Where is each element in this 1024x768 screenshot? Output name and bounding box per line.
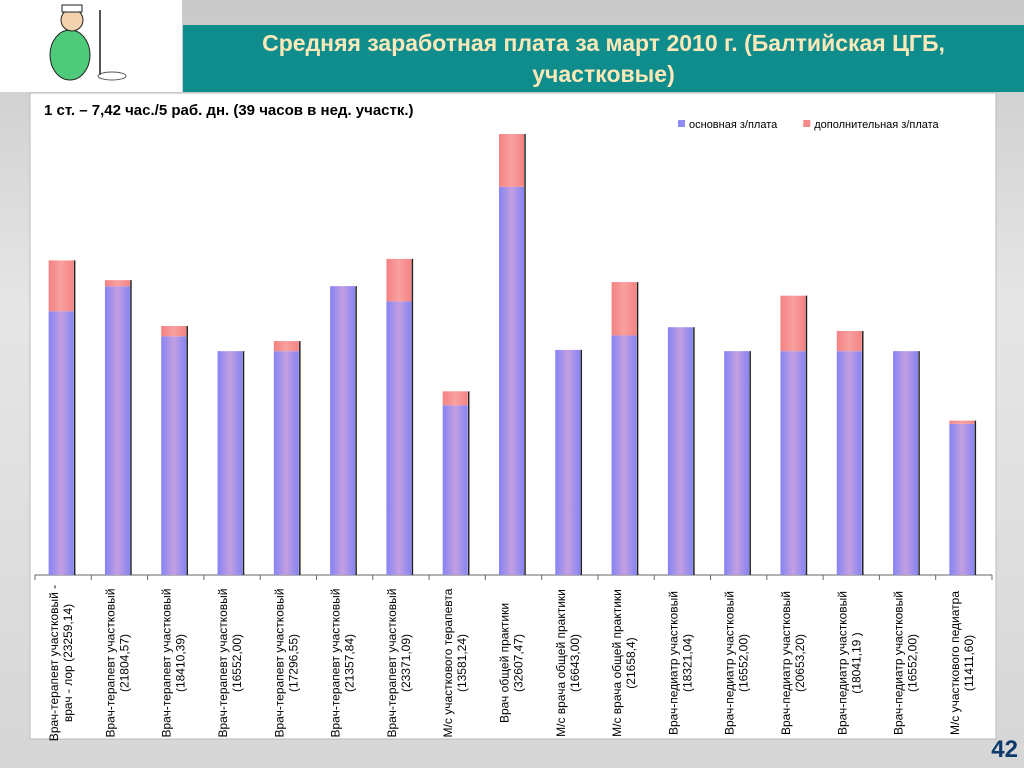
bar-segment: [330, 286, 356, 575]
bar-segment: [611, 282, 637, 336]
x-label-box: Врач-педиатр участковый (16552,00): [891, 590, 920, 736]
bar-segment: [104, 286, 130, 575]
bar-segment: [949, 420, 975, 424]
x-tick-label: Врач-педиатр участковый (18041,19 ): [835, 590, 864, 736]
x-tick-label: Врач-педиатр участковый (16552,00): [891, 590, 920, 736]
x-tick-label: М/с врача общей практики (16643,00): [553, 589, 582, 737]
bar-segment: [273, 341, 299, 352]
bar-segment: [836, 351, 862, 575]
x-label-box: Врач-терапевт участковый - врач - лор (2…: [47, 584, 76, 742]
bar-segment: [611, 335, 637, 575]
x-tick-label: Врач-терапевт участковый (16552,00): [216, 588, 245, 738]
bar-segment: [386, 258, 412, 302]
x-label-box: М/с участкового педиатра (11411,60): [947, 590, 976, 736]
x-tick-label: Врач-педиатр участковый (16552,00): [722, 590, 751, 736]
x-tick-label: М/с врача общей практики (21658,4): [610, 589, 639, 737]
bar-segment: [724, 351, 750, 575]
x-label-box: Врач-педиатр участковый (16552,00): [722, 590, 751, 736]
bar-segment: [836, 330, 862, 352]
bar-segment: [48, 260, 74, 312]
x-label-box: Врач-педиатр участковый (20653,20): [778, 590, 807, 736]
x-tick-label: Врач-терапевт участковый (23371,09): [384, 588, 413, 738]
page-number: 42: [991, 736, 1018, 763]
x-label-box: Врач-педиатр участковый (18041,19 ): [835, 590, 864, 736]
x-label-box: М/с участкового терапевта (13581,24): [441, 588, 470, 738]
bar-segment: [555, 349, 581, 575]
bar-segment: [780, 295, 806, 352]
bar-segment: [499, 134, 524, 187]
bar-segment: [273, 351, 299, 575]
bar-segment: [161, 336, 187, 575]
bar-segment: [780, 351, 806, 575]
x-tick-label: Врач-терапевт участковый (21804,57): [103, 588, 132, 738]
bar-segment: [949, 423, 975, 575]
bar-segment: [667, 327, 693, 575]
legend-swatch: [803, 120, 811, 127]
bar-segment: [217, 351, 243, 575]
x-tick-label: Врач-педиатр участковый (18321,04): [666, 590, 695, 736]
bar-segment: [893, 351, 919, 575]
bar-segment: [48, 311, 74, 575]
x-tick-label: Врач-терапевт участковый (17296,55): [272, 588, 301, 738]
bar-segment: [442, 391, 468, 406]
bar-segment: [386, 301, 412, 575]
x-tick-label: Врач-педиатр участковый (20653,20): [778, 590, 807, 736]
legend-swatch: [678, 120, 685, 127]
x-label-box: Врач-терапевт участковый (21357,84): [328, 588, 357, 738]
subtitle: 1 ст. – 7,42 час./5 раб. дн. (39 часов в…: [44, 102, 414, 119]
x-label-box: М/с врача общей практики (21658,4): [610, 589, 639, 737]
x-tick-label: М/с участкового педиатра (11411,60): [947, 590, 976, 736]
bar-segment: [499, 186, 524, 576]
title: Средняя заработная плата за март 2010 г.…: [183, 25, 1024, 92]
bar-segment: [161, 326, 187, 337]
x-tick-label: Врач-терапевт участковый (21357,84): [328, 588, 357, 738]
x-tick-label: М/с участкового терапевта (13581,24): [441, 588, 470, 738]
x-label-box: М/с врача общей практики (16643,00): [553, 589, 582, 737]
x-label-box: Врач-педиатр участковый (18321,04): [666, 590, 695, 736]
legend-label: основная з/плата: [689, 119, 778, 131]
logo: [0, 0, 182, 92]
bar-segment: [442, 405, 468, 575]
x-label-box: Врач-терапевт участковый (18410,39): [159, 588, 188, 738]
nurse-icon: [49, 4, 127, 81]
x-label-box: Врач-терапевт участковый (21804,57): [103, 588, 132, 738]
x-tick-label: Врач-терапевт участковый - врач - лор (2…: [47, 584, 76, 742]
x-label-box: Врач-терапевт участковый (23371,09): [384, 588, 413, 738]
x-label-box: Врач общей практики (32607,47): [497, 602, 526, 724]
x-tick-label: Врач общей практики (32607,47): [497, 602, 526, 724]
bar-segment: [104, 280, 130, 287]
x-label-box: Врач-терапевт участковый (17296,55): [272, 588, 301, 738]
x-tick-label: Врач-терапевт участковый (18410,39): [159, 588, 188, 738]
x-label-box: Врач-терапевт участковый (16552,00): [216, 588, 245, 738]
legend-label: дополнительная з/плата: [814, 119, 939, 131]
